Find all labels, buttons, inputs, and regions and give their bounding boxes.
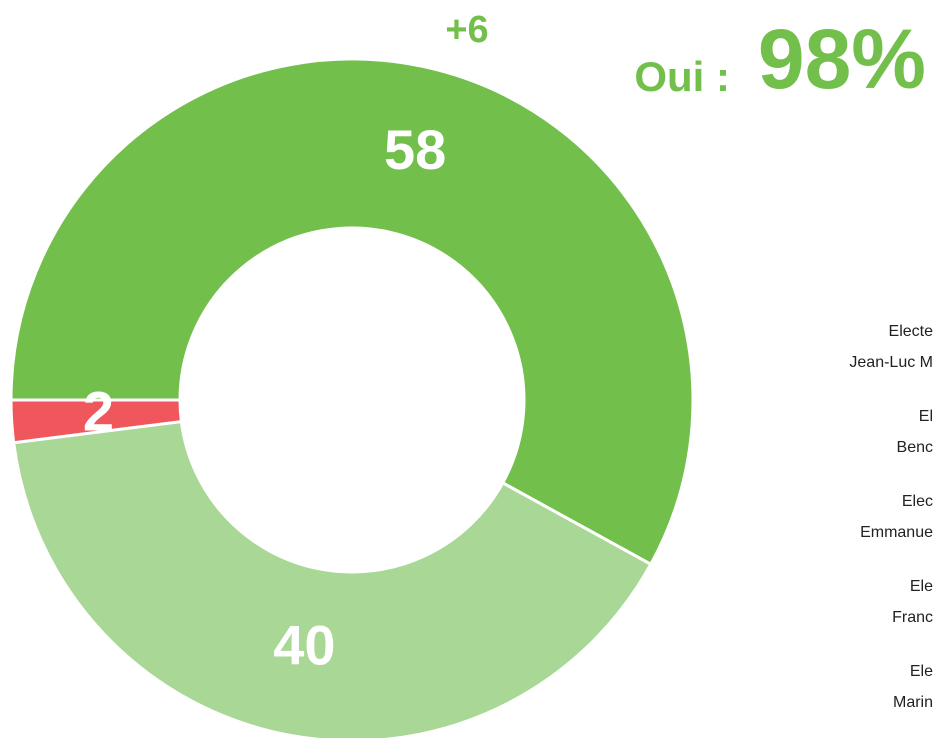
- legend-text: Benc: [897, 439, 933, 456]
- headline-label: Oui :: [634, 53, 730, 100]
- legend-text: Ele: [910, 663, 933, 680]
- legend-text: Franc: [892, 609, 933, 626]
- legend-text: Marin: [893, 694, 933, 711]
- legend-text: Emmanue: [860, 524, 933, 541]
- data-label: 40: [273, 613, 335, 676]
- legend-text: Jean-Luc M: [849, 354, 933, 371]
- slice: [12, 419, 653, 738]
- legend-text: Elec: [902, 493, 933, 510]
- slice: [9, 398, 184, 445]
- slice: [9, 57, 695, 567]
- legend-text: Electe: [889, 323, 933, 340]
- data-label: 58: [384, 118, 446, 181]
- data-label: 2: [83, 380, 114, 443]
- annotation: +6: [445, 9, 488, 51]
- legend-text: El: [919, 408, 933, 425]
- headline-value: 98%: [758, 12, 926, 106]
- legend-text: Ele: [910, 578, 933, 595]
